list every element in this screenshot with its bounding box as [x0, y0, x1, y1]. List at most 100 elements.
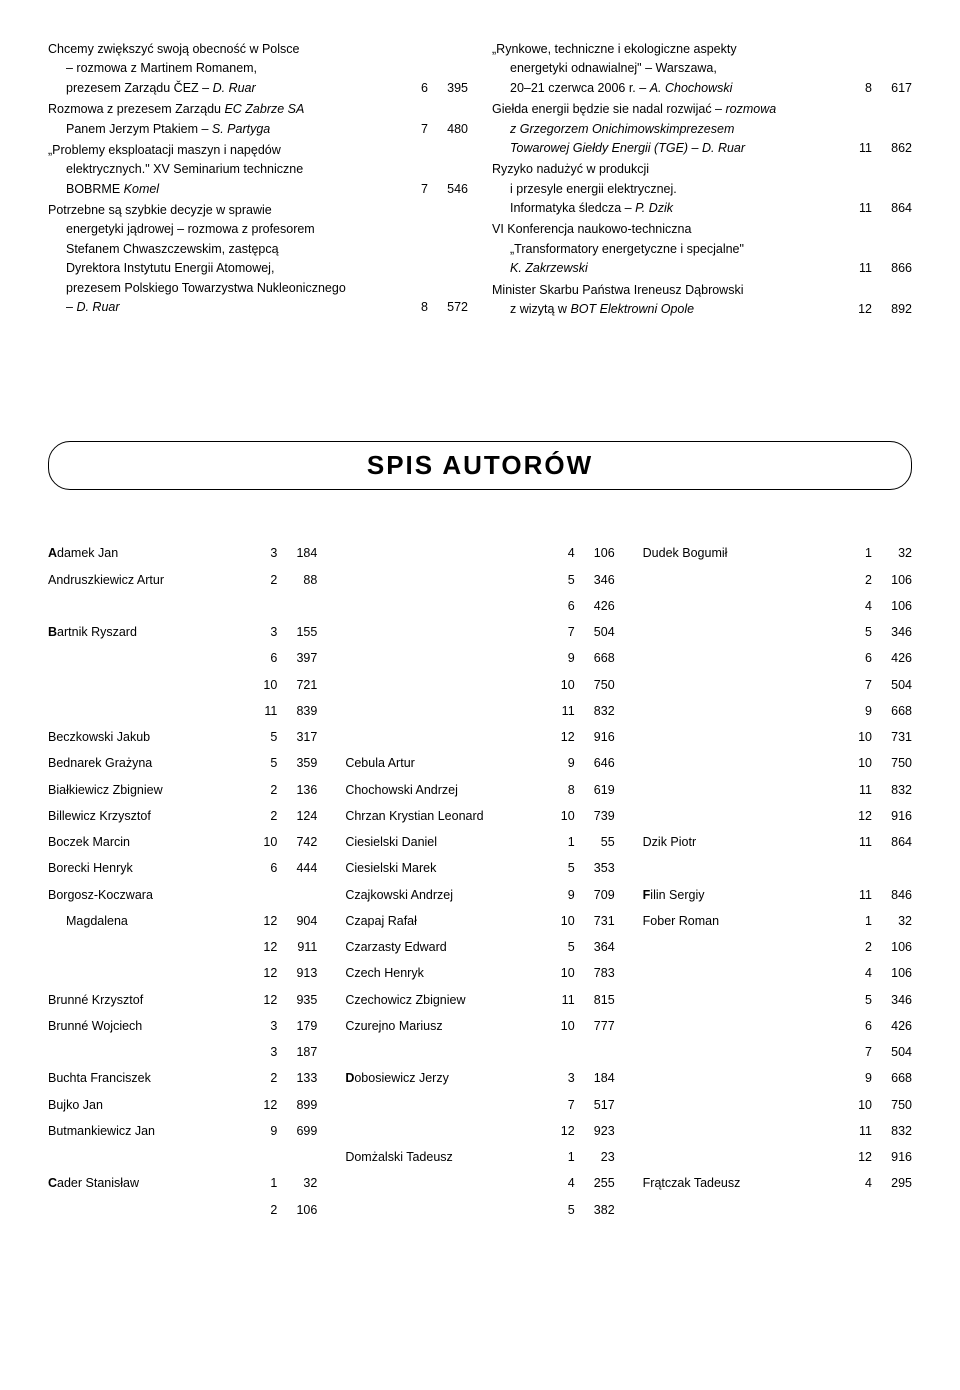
author-name: [345, 1118, 552, 1144]
author-row: 9668: [345, 645, 614, 671]
entry-tail-text: prezesem Zarządu ČEZ – D. Ruar: [48, 79, 396, 98]
author-name: [643, 724, 850, 750]
author-row: Domżalski Tadeusz123: [345, 1144, 614, 1170]
author-row: 12916: [643, 803, 912, 829]
author-name: [643, 750, 850, 776]
author-numbers: 5346: [553, 567, 615, 593]
author-row: Dobosiewicz Jerzy3184: [345, 1065, 614, 1091]
left-column: Chcemy zwiększyć swoją obecność w Polsce…: [48, 40, 468, 321]
author-name: [345, 1197, 552, 1223]
entry-tail-text: Towarowej Giełdy Energii (TGE) – D. Ruar: [492, 139, 840, 158]
authors-column: Dudek Bogumił132210641065346642675049668…: [643, 540, 912, 1223]
author-numbers: 4106: [553, 540, 615, 566]
entry-tail-row: prezesem Zarządu ČEZ – D. Ruar6395: [48, 79, 468, 98]
author-row: 11832: [643, 1118, 912, 1144]
author-name: Ciesielski Marek: [345, 855, 552, 881]
author-row: Cader Stanisław132: [48, 1170, 317, 1196]
author-row: 10750: [643, 1092, 912, 1118]
author-row: Czarzasty Edward5364: [345, 934, 614, 960]
author-row: 4106: [643, 593, 912, 619]
author-numbers: 132: [850, 908, 912, 934]
author-numbers: 3187: [255, 1039, 317, 1065]
entry-line: i przesyle energii elektrycznej.: [492, 180, 912, 199]
author-name: Czarzasty Edward: [345, 934, 552, 960]
author-numbers: 155: [553, 829, 615, 855]
author-row: 9668: [643, 1065, 912, 1091]
author-row: 2106: [643, 934, 912, 960]
author-numbers: 9646: [553, 750, 615, 776]
author-numbers: 12923: [553, 1118, 615, 1144]
author-row: 10750: [643, 750, 912, 776]
author-name: [345, 645, 552, 671]
author-row: 3187: [48, 1039, 317, 1065]
entry-line: VI Konferencja naukowo-techniczna: [492, 220, 912, 239]
entry-line: Ryzyko nadużyć w produkcji: [492, 160, 912, 179]
author-row: 10731: [643, 724, 912, 750]
author-row: 5346: [345, 567, 614, 593]
author-name: [643, 567, 850, 593]
author-numbers: 3155: [255, 619, 317, 645]
author-row: 6426: [345, 593, 614, 619]
author-row: Magdalena12904: [48, 908, 317, 934]
author-numbers: [255, 882, 317, 908]
author-numbers: 11815: [553, 987, 615, 1013]
author-numbers: 6397: [255, 645, 317, 671]
author-row: Buchta Franciszek2133: [48, 1065, 317, 1091]
author-name: [48, 934, 255, 960]
entry-line: Stefanem Chwaszczewskim, zastępcą: [48, 240, 468, 259]
author-numbers: 9668: [850, 698, 912, 724]
author-name: Brunné Krzysztof: [48, 987, 255, 1013]
author-row: Bujko Jan12899: [48, 1092, 317, 1118]
author-numbers: [255, 1144, 317, 1170]
author-name: [643, 1118, 850, 1144]
author-row: 12911: [48, 934, 317, 960]
author-numbers: 2106: [255, 1197, 317, 1223]
author-row: 11832: [643, 777, 912, 803]
author-numbers: 5353: [553, 855, 615, 881]
author-numbers: 10777: [553, 1013, 615, 1039]
author-numbers: [255, 593, 317, 619]
author-name: Chochowski Andrzej: [345, 777, 552, 803]
entry-line: Giełda energii będzie sie nadal rozwijać…: [492, 100, 912, 119]
author-row: 6426: [643, 645, 912, 671]
author-name: [643, 1039, 850, 1065]
author-name: Borecki Henryk: [48, 855, 255, 881]
author-name: Bujko Jan: [48, 1092, 255, 1118]
author-numbers: 6444: [255, 855, 317, 881]
author-numbers: 6426: [850, 1013, 912, 1039]
author-name: [345, 1039, 552, 1065]
author-numbers: 7504: [850, 1039, 912, 1065]
author-name: [643, 645, 850, 671]
author-row: 9668: [643, 698, 912, 724]
author-name: Magdalena: [48, 908, 255, 934]
author-row: 12916: [643, 1144, 912, 1170]
entry-tail-row: BOBRME Komel7546: [48, 180, 468, 199]
author-name: [48, 672, 255, 698]
author-numbers: 5346: [850, 619, 912, 645]
entry-numbers: 12892: [840, 300, 912, 319]
author-row: Fober Roman132: [643, 908, 912, 934]
entry-numbers: 7546: [396, 180, 468, 199]
section-title-container: SPIS AUTORÓW: [48, 441, 912, 490]
entry-line: z Grzegorzem Onichimowskimprezesem: [492, 120, 912, 139]
author-row: 11839: [48, 698, 317, 724]
entry-tail-text: K. Zakrzewski: [492, 259, 840, 278]
author-numbers: 10731: [553, 908, 615, 934]
author-row: Billewicz Krzysztof2124: [48, 803, 317, 829]
author-row: 12913: [48, 960, 317, 986]
entry-tail-text: Panem Jerzym Ptakiem – S. Partyga: [48, 120, 396, 139]
entry-line: Minister Skarbu Państwa Ireneusz Dąbrows…: [492, 281, 912, 300]
author-name: [345, 672, 552, 698]
author-name: Ciesielski Daniel: [345, 829, 552, 855]
entry-line: prezesem Polskiego Towarzystwa Nukleonic…: [48, 279, 468, 298]
author-numbers: 7517: [553, 1092, 615, 1118]
author-name: [643, 1013, 850, 1039]
entry-tail-row: 20–21 czerwca 2006 r. – A. Chochowski861…: [492, 79, 912, 98]
author-numbers: [850, 855, 912, 881]
author-numbers: 123: [553, 1144, 615, 1170]
section-title: SPIS AUTORÓW: [367, 450, 593, 480]
author-numbers: 10739: [553, 803, 615, 829]
author-name: [48, 960, 255, 986]
author-name: Domżalski Tadeusz: [345, 1144, 552, 1170]
author-row: Dudek Bogumił132: [643, 540, 912, 566]
